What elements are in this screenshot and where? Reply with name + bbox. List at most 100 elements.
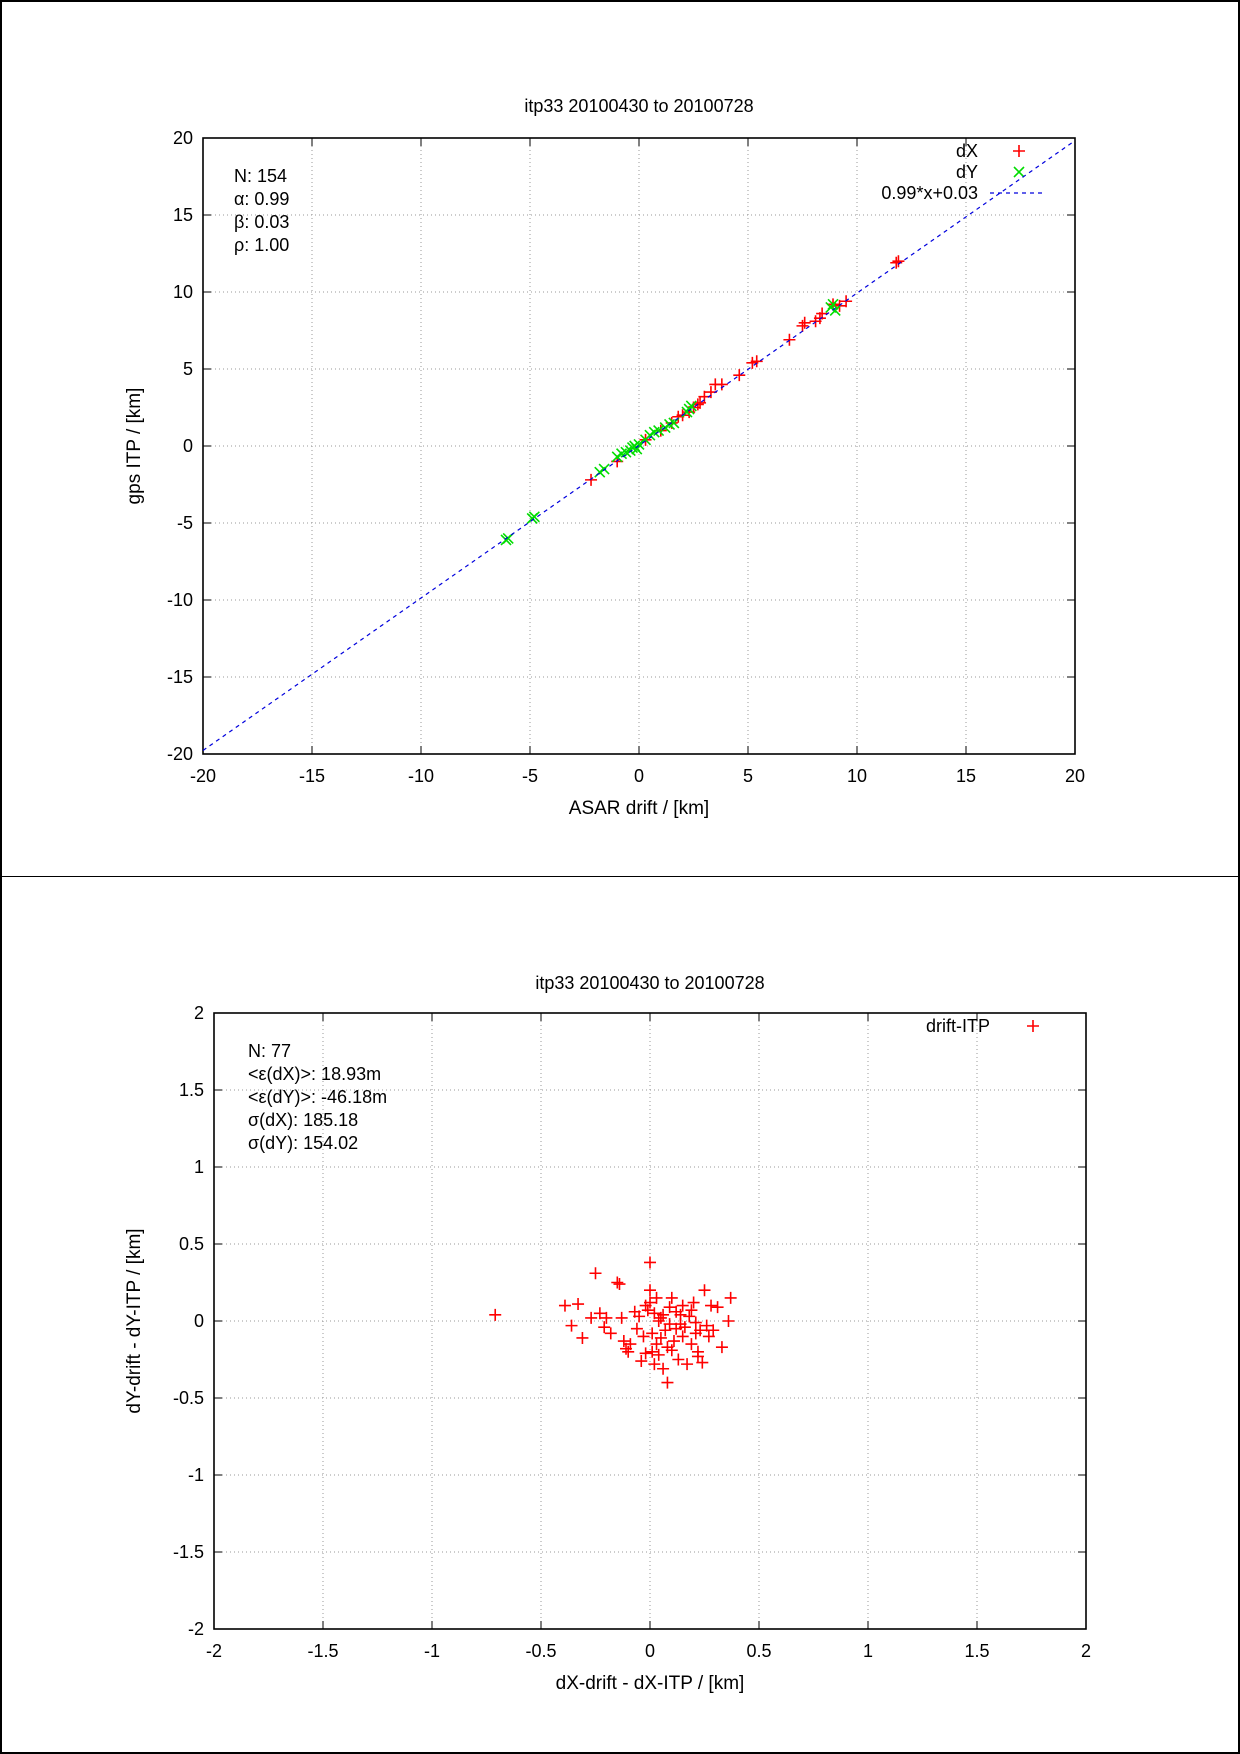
data-point bbox=[698, 1284, 711, 1297]
y-tick-label: -2 bbox=[188, 1619, 204, 1639]
data-point bbox=[663, 1301, 676, 1314]
data-point bbox=[750, 355, 763, 368]
x-tick-label: -2 bbox=[206, 1641, 222, 1661]
data-point bbox=[585, 473, 598, 486]
plot-frame bbox=[213, 1012, 1087, 1630]
stats-line: β: 0.03 bbox=[234, 212, 289, 232]
stats-line: N: 77 bbox=[248, 1041, 291, 1061]
stats-line: σ(dY): 154.02 bbox=[248, 1133, 358, 1153]
data-point bbox=[648, 1307, 661, 1320]
data-point bbox=[585, 1311, 598, 1324]
data-point bbox=[668, 417, 680, 429]
data-point bbox=[674, 1308, 687, 1321]
x-tick-label: 1.5 bbox=[964, 1641, 989, 1661]
drift-vs-gps-scatter-chart: -20 -15 -10 -5 0 5 10 15 20 -20 -15 -10 -5 0 5 10 15 20 it… bbox=[124, 96, 1085, 819]
data-point bbox=[650, 1291, 663, 1304]
data-point bbox=[827, 298, 839, 310]
data-point bbox=[665, 1344, 678, 1357]
data-point bbox=[576, 1331, 589, 1344]
data-point bbox=[796, 319, 809, 332]
x-tick-label: 0 bbox=[634, 766, 644, 786]
x-axis-label: dX-drift - dX-ITP / [km] bbox=[556, 1673, 745, 1694]
data-point bbox=[724, 1291, 737, 1304]
data-point bbox=[644, 1256, 656, 1269]
data-point bbox=[691, 1350, 704, 1363]
legend-label: dX bbox=[956, 141, 978, 161]
data-point bbox=[654, 1331, 667, 1344]
x-tick-label: -15 bbox=[299, 766, 325, 786]
data-point bbox=[650, 1338, 663, 1351]
x-tick-label: 0.5 bbox=[746, 1641, 771, 1661]
y-tick-label: -15 bbox=[167, 667, 193, 687]
data-point bbox=[613, 1278, 626, 1291]
x-tick-label: 1 bbox=[863, 1641, 873, 1661]
y-tick-label: 15 bbox=[173, 205, 193, 225]
y-tick-label: -5 bbox=[177, 513, 193, 533]
data-point bbox=[633, 1310, 646, 1323]
x-tick-label: 2 bbox=[1081, 1641, 1091, 1661]
x-axis-label: ASAR drift / [km] bbox=[569, 798, 709, 819]
legend-marker bbox=[1013, 166, 1025, 178]
data-point bbox=[617, 1335, 630, 1348]
legend-label: drift-ITP bbox=[926, 1016, 990, 1036]
data-point bbox=[696, 1356, 709, 1369]
data-point bbox=[646, 1327, 659, 1340]
legend-label: dY bbox=[956, 162, 978, 182]
y-tick-label: -1.5 bbox=[173, 1542, 204, 1562]
data-point bbox=[652, 1315, 665, 1327]
data-point bbox=[733, 369, 746, 382]
data-point bbox=[678, 1321, 691, 1334]
data-point bbox=[685, 1338, 698, 1351]
data-point bbox=[685, 1304, 698, 1317]
y-tick-label: 2 bbox=[194, 1003, 204, 1023]
stats-line: α: 0.99 bbox=[234, 189, 289, 209]
stats-line: N: 154 bbox=[234, 166, 287, 186]
data-point bbox=[528, 511, 540, 523]
data-point bbox=[624, 1338, 637, 1351]
data-point bbox=[637, 1330, 650, 1343]
y-axis-label: gps ITP / [km] bbox=[124, 388, 145, 505]
x-tick-label: 0 bbox=[645, 1641, 655, 1661]
data-point bbox=[641, 1304, 654, 1317]
data-point bbox=[672, 1353, 685, 1366]
data-point bbox=[657, 1362, 670, 1375]
data-point bbox=[648, 1358, 661, 1371]
data-point bbox=[615, 1311, 628, 1324]
stats-line: ρ: 1.00 bbox=[234, 235, 289, 255]
data-point bbox=[715, 1341, 728, 1354]
data-point bbox=[694, 1324, 707, 1337]
data-point bbox=[644, 1284, 656, 1297]
data-point bbox=[489, 1308, 502, 1321]
y-tick-label: 1 bbox=[194, 1157, 204, 1177]
fit-line bbox=[202, 140, 1076, 751]
y-axis-label: dY-drift - dY-ITP / [km] bbox=[124, 1228, 145, 1413]
x-tick-label: -0.5 bbox=[525, 1641, 556, 1661]
y-tick-label: -1 bbox=[188, 1465, 204, 1485]
y-tick-label: 20 bbox=[173, 128, 193, 148]
data-point bbox=[644, 1296, 656, 1309]
data-point bbox=[611, 1276, 624, 1289]
data-point bbox=[572, 1298, 585, 1311]
y-tick-label: -0.5 bbox=[173, 1388, 204, 1408]
x-tick-label: -1.5 bbox=[307, 1641, 338, 1661]
data-point bbox=[593, 1307, 606, 1320]
data-point bbox=[598, 1321, 611, 1334]
data-point bbox=[635, 1355, 648, 1368]
x-tick-label: 20 bbox=[1065, 766, 1085, 786]
data-point bbox=[685, 400, 697, 412]
data-point bbox=[798, 316, 811, 329]
data-point bbox=[639, 1347, 652, 1360]
x-tick-label: -20 bbox=[190, 766, 216, 786]
data-point bbox=[661, 1376, 674, 1389]
x-tick-label: -10 bbox=[408, 766, 434, 786]
data-point bbox=[600, 1311, 613, 1324]
data-point bbox=[687, 1296, 700, 1309]
y-tick-label: -20 bbox=[167, 744, 193, 764]
x-tick-label: 15 bbox=[956, 766, 976, 786]
legend-label: 0.99*x+0.03 bbox=[881, 183, 978, 203]
data-point bbox=[589, 1267, 602, 1280]
data-point bbox=[705, 1299, 718, 1312]
data-point bbox=[646, 1345, 659, 1358]
top-chart-panel: -20 -15 -10 -5 0 5 10 15 20 -20 -15 -10 -5 0 5 10 15 20 it… bbox=[0, 0, 1240, 877]
